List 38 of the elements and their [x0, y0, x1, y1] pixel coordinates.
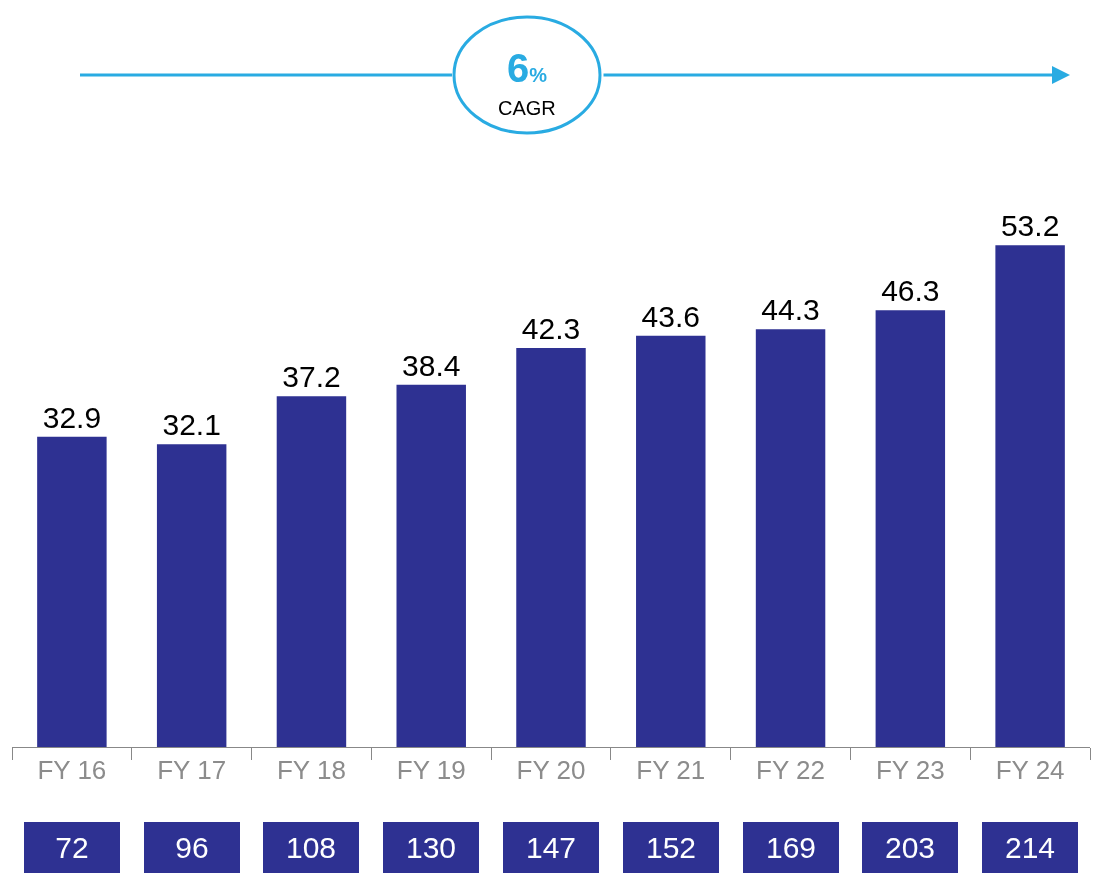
text: 108 [285, 831, 337, 864]
bar [37, 436, 107, 747]
text: 130 [405, 831, 457, 864]
bar [755, 329, 826, 747]
data-label: 42.3 [521, 312, 581, 346]
x-tick-label: FY 16 [37, 755, 107, 786]
data-label: 53.2 [1000, 209, 1060, 243]
x-tick-label: FY 17 [157, 755, 227, 786]
bar [156, 444, 227, 747]
bar [875, 310, 946, 747]
x-tick-label: FY 24 [995, 755, 1065, 786]
bar [396, 384, 466, 747]
text: 169 [765, 831, 817, 864]
bar [995, 245, 1065, 747]
x-tick-label: FY 19 [396, 755, 466, 786]
x-tick-label: FY 23 [875, 755, 945, 786]
data-label: 46.3 [881, 274, 940, 308]
data-label: 37.2 [282, 360, 341, 394]
data-label: 38.4 [402, 348, 461, 382]
bar [636, 335, 706, 747]
text: 203 [884, 831, 936, 864]
text: 147 [525, 831, 577, 864]
text: 6% [507, 46, 548, 90]
text: CAGR [498, 97, 556, 119]
x-tick-label: FY 20 [516, 755, 586, 786]
x-tick-label: FY 21 [636, 755, 706, 786]
text: 96 [175, 831, 209, 864]
data-label: 44.3 [761, 293, 820, 327]
data-label: 43.6 [641, 299, 700, 333]
text: 72 [55, 831, 89, 864]
text: 214 [1004, 831, 1056, 864]
text: 152 [645, 831, 697, 864]
bar [276, 396, 347, 747]
x-tick-label: FY 22 [756, 755, 826, 786]
x-tick-label: FY 18 [276, 755, 346, 786]
bar [516, 348, 586, 747]
data-label: 32.1 [162, 408, 221, 442]
data-label: 32.9 [42, 400, 102, 434]
